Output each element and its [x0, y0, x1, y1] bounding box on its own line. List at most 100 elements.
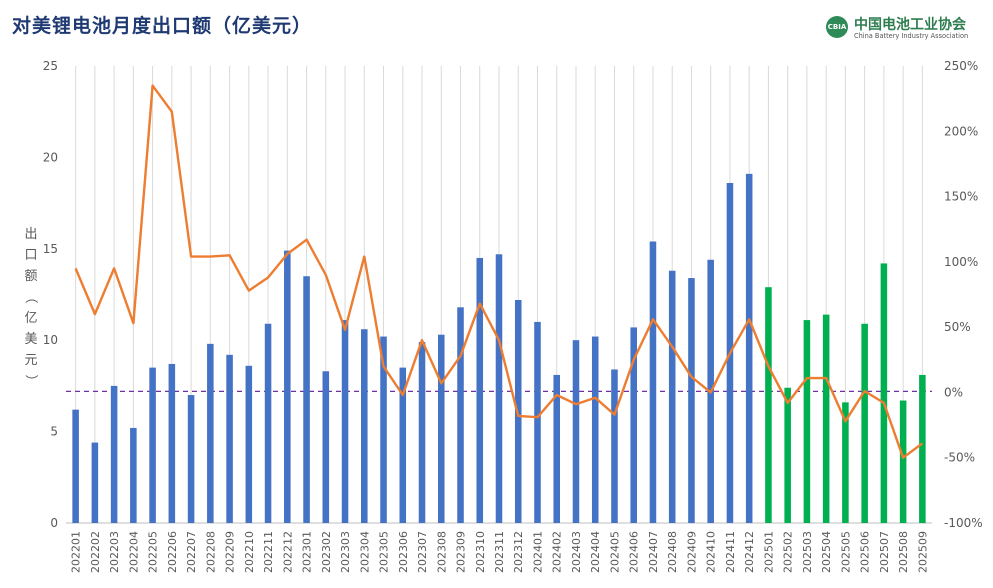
bar: [91, 442, 99, 523]
bar: [130, 427, 137, 523]
y-axis-label-char: 口: [24, 248, 37, 263]
bar: [187, 395, 195, 523]
bar: [591, 336, 599, 523]
bar: [553, 374, 561, 523]
logo-name-cn: 中国电池工业协会: [854, 17, 966, 33]
logo-name-en: China Battery Industry Association: [854, 32, 969, 40]
y-axis-label-char: 元: [24, 353, 37, 368]
x-tick-label: 202305: [378, 531, 391, 573]
bar: [226, 354, 233, 523]
bar: [784, 387, 791, 523]
bar: [534, 321, 541, 523]
y-tick-label: 5: [50, 425, 58, 439]
y-axis-label-char: 额: [24, 269, 37, 284]
x-tick-label: 202201: [70, 531, 83, 573]
x-tick-label: 202306: [397, 531, 410, 573]
y-tick-label: 25: [43, 59, 58, 73]
x-tick-label: 202207: [185, 531, 198, 573]
bar: [418, 342, 426, 523]
y-axis-label: 出口额 （ 亿美元 ）: [23, 227, 38, 388]
x-tick-label: 202303: [339, 531, 352, 573]
growth-line-series: [74, 84, 924, 459]
bar: [207, 343, 214, 523]
x-tick-label: 202312: [512, 531, 525, 573]
x-tick-label: 202308: [435, 531, 448, 573]
x-tick-label: 202211: [262, 531, 275, 573]
y-tick-label: 0: [50, 516, 58, 530]
bar: [284, 250, 291, 524]
bar: [168, 363, 176, 523]
logo-mark-text: CBIA: [827, 23, 847, 31]
bar: [611, 369, 618, 523]
y-axis-label-char: 美: [24, 332, 37, 347]
x-tick-label: 202412: [743, 531, 756, 573]
x-tick-label: 202309: [455, 531, 468, 573]
bar: [919, 374, 926, 523]
x-tick-label: 202501: [762, 531, 775, 573]
x-tick-label: 202209: [224, 531, 237, 573]
y-axis-label-char: 亿: [24, 311, 37, 326]
bar: [688, 278, 695, 523]
x-tick-label: 202408: [666, 531, 679, 573]
bar: [842, 402, 849, 523]
x-tick-label: 202205: [147, 531, 160, 573]
bar: [149, 367, 156, 523]
x-tick-label: 202508: [897, 531, 910, 573]
bar: [110, 385, 118, 523]
y2-tick-label: -100%: [944, 516, 983, 530]
y2-tick-label: 50%: [944, 320, 971, 334]
x-tick-label: 202504: [820, 531, 833, 573]
bar: [822, 314, 830, 523]
bar: [245, 365, 253, 523]
y-tick-label: 15: [43, 242, 58, 256]
x-tick-label: 202310: [474, 531, 487, 573]
x-tick-label: 202304: [358, 531, 371, 573]
x-axis: 202201 202202 202203 202204 202205 202206 2022…: [70, 531, 930, 573]
chart-title: 对美锂电池月度出口额（亿美元）: [12, 15, 313, 37]
y-axis-label-char: （: [23, 290, 38, 303]
bar: [899, 400, 907, 523]
bar: [303, 276, 310, 523]
y-tick-label: 20: [43, 150, 58, 164]
x-tick-label: 202404: [589, 531, 602, 573]
x-tick-label: 202506: [859, 531, 872, 573]
y-axis-label-char: ）: [23, 374, 38, 387]
bar: [649, 241, 657, 523]
growth-line: [74, 84, 924, 459]
bar: [72, 409, 79, 523]
x-tick-label: 202405: [608, 531, 621, 573]
x-tick-label: 202206: [166, 531, 179, 573]
x-tick-label: 202502: [782, 531, 795, 573]
x-tick-label: 202505: [839, 531, 852, 573]
x-tick-label: 202507: [878, 531, 891, 573]
bar: [745, 173, 753, 524]
right-axis: -100% -50% 0% 50% 100% 150% 200% 250%: [944, 59, 983, 530]
bar: [803, 320, 811, 523]
y-tick-label: 10: [43, 333, 58, 347]
bar: [264, 323, 272, 523]
y2-tick-label: 100%: [944, 255, 978, 269]
logo-icon: CBIA: [826, 16, 848, 38]
bar: [572, 340, 580, 523]
x-tick-label: 202410: [705, 531, 718, 573]
x-tick-label: 202204: [127, 531, 140, 573]
x-tick-label: 202311: [493, 531, 506, 573]
y2-tick-label: 200%: [944, 124, 978, 138]
bar: [322, 371, 330, 523]
x-tick-label: 202307: [416, 531, 429, 573]
x-tick-label: 202203: [108, 531, 121, 573]
y2-tick-label: 250%: [944, 59, 978, 73]
bar: [361, 329, 368, 523]
bar: [341, 320, 349, 523]
x-tick-label: 202407: [647, 531, 660, 573]
bar: [668, 270, 676, 523]
bar: [861, 323, 868, 523]
y-axis-label-char: 出: [24, 227, 37, 242]
bar: [765, 287, 772, 523]
bar: [437, 334, 445, 523]
bar: [399, 367, 407, 523]
bar: [495, 254, 503, 523]
y2-tick-label: 150%: [944, 190, 978, 204]
y2-tick-label: -50%: [944, 451, 975, 465]
bar: [476, 257, 484, 523]
